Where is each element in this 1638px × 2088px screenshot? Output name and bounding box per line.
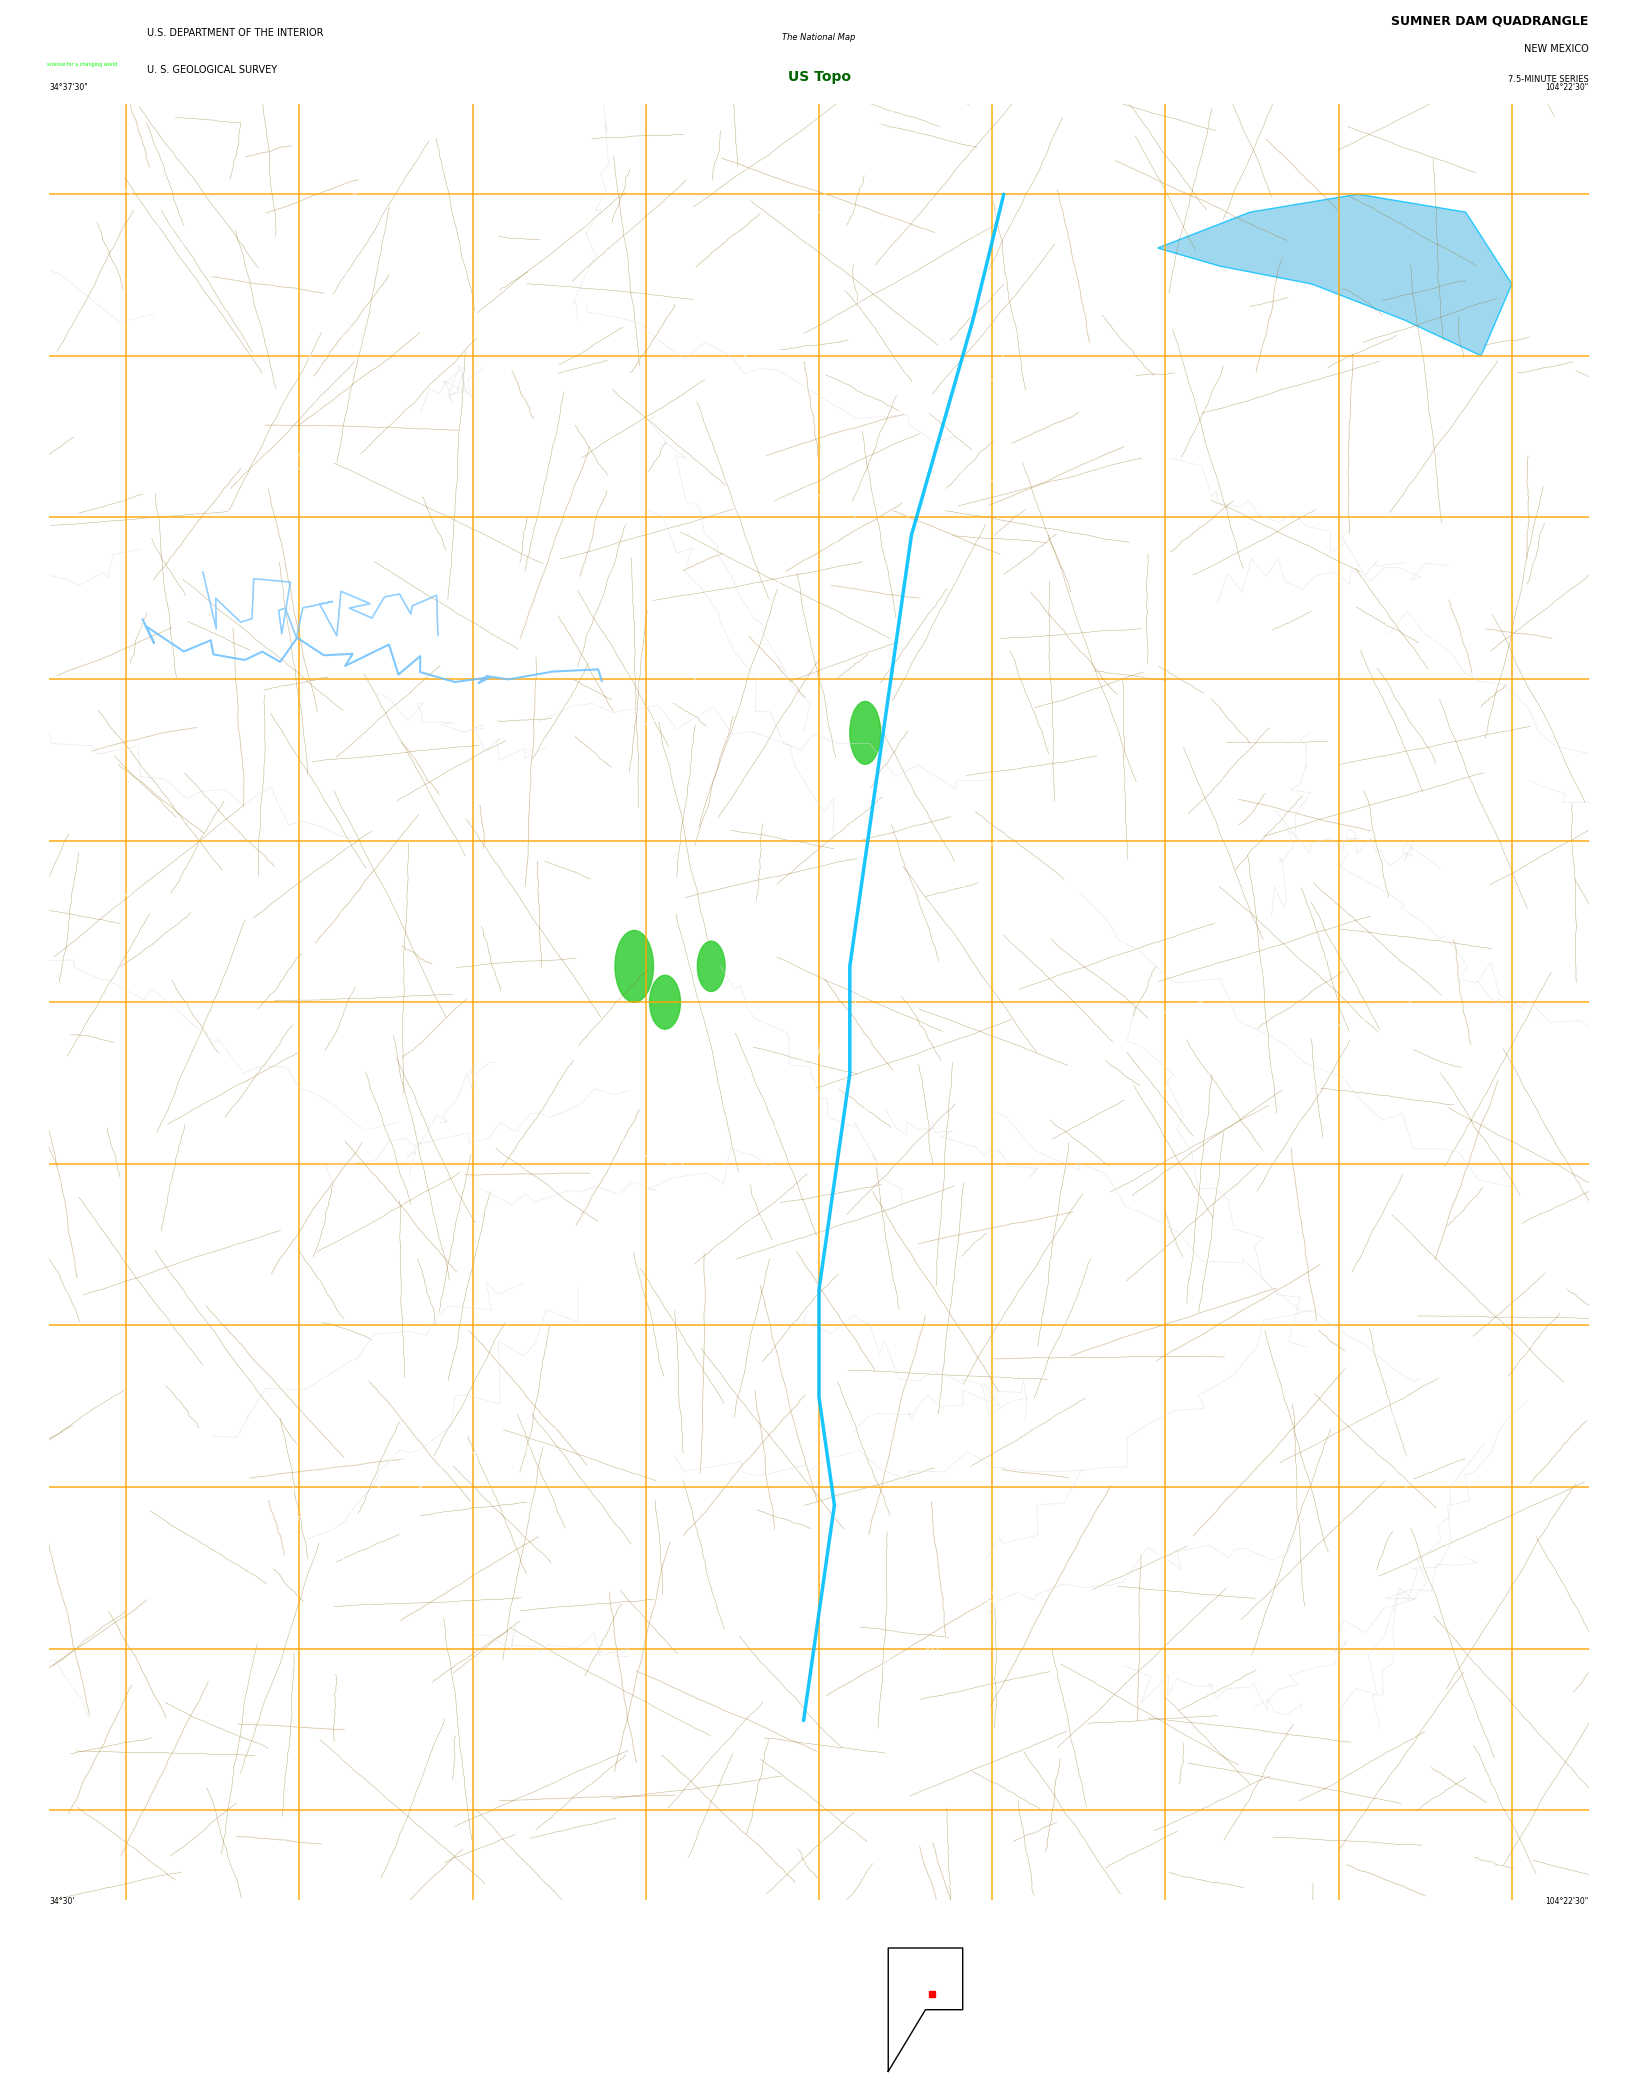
Text: The National Map: The National Map: [783, 33, 855, 42]
Text: ROAD CLASSIFICATION: ROAD CLASSIFICATION: [1343, 1946, 1448, 1954]
Polygon shape: [1158, 194, 1512, 355]
Text: Sumner: Sumner: [855, 1107, 876, 1113]
Text: SCALE 1:24,000: SCALE 1:24,000: [770, 1961, 868, 1971]
Text: science for a changing world: science for a changing world: [48, 63, 116, 67]
Text: Horizontal Datum: NAD83 (2011) Epoch: 2010.0000: Horizontal Datum: NAD83 (2011) Epoch: 20…: [33, 2011, 177, 2015]
Text: Vertical Datum: NAVD 88: Vertical Datum: NAVD 88: [33, 2036, 102, 2040]
Text: U. S. GEOLOGICAL SURVEY: U. S. GEOLOGICAL SURVEY: [147, 65, 277, 75]
Text: 34°30': 34°30': [49, 1898, 75, 1906]
Text: NEW MEXICO: NEW MEXICO: [1523, 44, 1589, 54]
Ellipse shape: [850, 702, 881, 764]
Text: This map is not a legal document. Boundaries may be inaccurate.: This map is not a legal document. Bounda…: [33, 2063, 195, 2069]
Text: 34°37'30": 34°37'30": [49, 84, 88, 92]
Text: USGS: USGS: [67, 31, 97, 42]
Text: Produced by the United States Geological Survey: Produced by the United States Geological…: [33, 1948, 205, 1952]
Ellipse shape: [698, 942, 726, 992]
Text: Santa Rosa: Santa Rosa: [768, 1125, 808, 1132]
Text: US Topo: US Topo: [788, 71, 850, 84]
Text: 104°22'30": 104°22'30": [1546, 1898, 1589, 1906]
Ellipse shape: [614, 931, 654, 1002]
Text: U.S. DEPARTMENT OF THE INTERIOR: U.S. DEPARTMENT OF THE INTERIOR: [147, 27, 324, 38]
Ellipse shape: [650, 975, 680, 1029]
Text: SUMNER DAM QUADRANGLE: SUMNER DAM QUADRANGLE: [1392, 15, 1589, 27]
Text: 7.5-MINUTE SERIES: 7.5-MINUTE SERIES: [1509, 75, 1589, 84]
Text: 104°22'30": 104°22'30": [1546, 84, 1589, 92]
Text: National Geospatial Program: National Geospatial Program: [33, 1979, 123, 1984]
